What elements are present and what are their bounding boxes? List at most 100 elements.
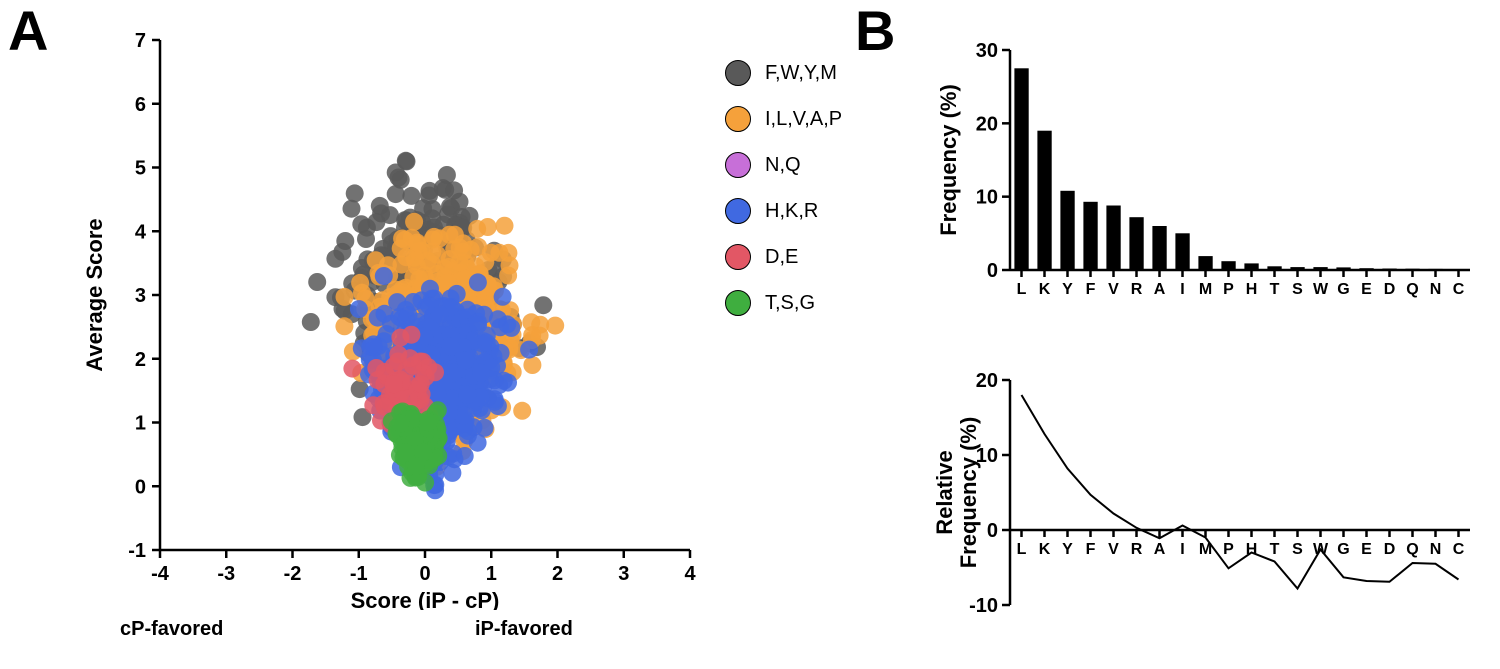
svg-text:Y: Y bbox=[1062, 281, 1073, 298]
svg-text:0: 0 bbox=[419, 563, 430, 585]
legend-label: D,E bbox=[765, 246, 798, 269]
svg-text:L: L bbox=[1017, 541, 1027, 558]
bar bbox=[1382, 269, 1396, 271]
legend-item: T,S,G bbox=[725, 290, 842, 316]
svg-text:S: S bbox=[1292, 281, 1303, 298]
svg-text:A: A bbox=[1154, 281, 1166, 298]
svg-text:Score (iP - cP): Score (iP - cP) bbox=[351, 588, 500, 610]
svg-text:V: V bbox=[1108, 541, 1119, 558]
panel-b-label: B bbox=[855, 0, 895, 63]
svg-text:K: K bbox=[1039, 281, 1051, 298]
bar bbox=[1290, 267, 1304, 270]
svg-text:F: F bbox=[1086, 281, 1096, 298]
svg-text:-1: -1 bbox=[350, 563, 368, 585]
bar bbox=[1428, 269, 1442, 270]
svg-text:K: K bbox=[1039, 541, 1051, 558]
svg-text:0: 0 bbox=[987, 260, 998, 282]
annotation-cp-favored: cP-favored bbox=[120, 618, 223, 641]
line-chart: -1001020RelativeFrequency (%)LKYFVRAIMPH… bbox=[930, 370, 1490, 660]
svg-text:1: 1 bbox=[135, 413, 146, 435]
svg-text:C: C bbox=[1453, 541, 1465, 558]
svg-text:6: 6 bbox=[135, 94, 146, 116]
bar bbox=[1037, 131, 1051, 270]
svg-text:D: D bbox=[1384, 541, 1396, 558]
svg-text:G: G bbox=[1337, 281, 1349, 298]
svg-text:0: 0 bbox=[987, 520, 998, 542]
legend-label: I,L,V,A,P bbox=[765, 108, 842, 131]
scatter-chart: -4-3-2-101234-101234567Score (iP - cP)Av… bbox=[70, 20, 720, 610]
svg-text:5: 5 bbox=[135, 158, 146, 180]
legend-label: N,Q bbox=[765, 154, 801, 177]
svg-text:P: P bbox=[1223, 541, 1234, 558]
svg-text:4: 4 bbox=[135, 221, 147, 243]
svg-text:20: 20 bbox=[976, 113, 998, 135]
bar bbox=[1198, 256, 1212, 270]
svg-text:R: R bbox=[1131, 281, 1143, 298]
svg-text:3: 3 bbox=[135, 285, 146, 307]
bar bbox=[1060, 191, 1074, 270]
svg-text:E: E bbox=[1361, 281, 1372, 298]
annotation-ip-favored: iP-favored bbox=[475, 618, 573, 641]
svg-text:N: N bbox=[1430, 541, 1442, 558]
svg-text:-1: -1 bbox=[128, 540, 146, 562]
svg-text:Frequency (%): Frequency (%) bbox=[956, 417, 981, 569]
bar bbox=[1405, 269, 1419, 270]
legend-label: F,W,Y,M bbox=[765, 62, 837, 85]
svg-text:H: H bbox=[1246, 281, 1258, 298]
svg-text:I: I bbox=[1180, 281, 1184, 298]
bar bbox=[1014, 68, 1028, 270]
svg-text:V: V bbox=[1108, 281, 1119, 298]
legend-item: I,L,V,A,P bbox=[725, 106, 842, 132]
svg-text:Frequency (%): Frequency (%) bbox=[936, 84, 961, 236]
svg-text:3: 3 bbox=[618, 563, 629, 585]
svg-text:F: F bbox=[1086, 541, 1096, 558]
line-series bbox=[1022, 395, 1459, 589]
svg-text:M: M bbox=[1199, 281, 1212, 298]
svg-text:T: T bbox=[1270, 281, 1280, 298]
bar bbox=[1152, 226, 1166, 270]
bar bbox=[1313, 267, 1327, 270]
bar bbox=[1244, 263, 1258, 270]
svg-text:I: I bbox=[1180, 541, 1184, 558]
legend-swatch bbox=[725, 290, 751, 316]
svg-text:T: T bbox=[1270, 541, 1280, 558]
svg-text:20: 20 bbox=[976, 370, 998, 392]
bar bbox=[1129, 217, 1143, 270]
svg-text:4: 4 bbox=[684, 563, 696, 585]
bar bbox=[1336, 267, 1350, 270]
svg-text:N: N bbox=[1430, 281, 1442, 298]
svg-text:Average Score: Average Score bbox=[82, 218, 107, 371]
svg-text:Y: Y bbox=[1062, 541, 1073, 558]
svg-text:D: D bbox=[1384, 281, 1396, 298]
legend-swatch bbox=[725, 60, 751, 86]
svg-text:-3: -3 bbox=[217, 563, 235, 585]
svg-text:2: 2 bbox=[552, 563, 563, 585]
legend-swatch bbox=[725, 106, 751, 132]
legend-label: H,K,R bbox=[765, 200, 818, 223]
svg-text:Q: Q bbox=[1406, 541, 1418, 558]
bar bbox=[1267, 266, 1281, 270]
svg-text:-2: -2 bbox=[284, 563, 302, 585]
svg-text:7: 7 bbox=[135, 30, 146, 52]
legend-label: T,S,G bbox=[765, 292, 815, 315]
panel-a-label: A bbox=[8, 0, 48, 63]
bar bbox=[1106, 206, 1120, 271]
svg-text:R: R bbox=[1131, 541, 1143, 558]
svg-text:2: 2 bbox=[135, 349, 146, 371]
legend-item: F,W,Y,M bbox=[725, 60, 842, 86]
svg-text:S: S bbox=[1292, 541, 1303, 558]
legend-item: N,Q bbox=[725, 152, 842, 178]
bar bbox=[1359, 268, 1373, 270]
svg-text:G: G bbox=[1337, 541, 1349, 558]
bar bbox=[1221, 261, 1235, 270]
svg-text:10: 10 bbox=[976, 187, 998, 209]
svg-text:E: E bbox=[1361, 541, 1372, 558]
legend-item: D,E bbox=[725, 244, 842, 270]
svg-text:P: P bbox=[1223, 281, 1234, 298]
svg-text:W: W bbox=[1313, 281, 1329, 298]
legend-item: H,K,R bbox=[725, 198, 842, 224]
svg-text:-10: -10 bbox=[969, 595, 998, 617]
legend: F,W,Y,M I,L,V,A,P N,Q H,K,R D,E T,S,G bbox=[725, 60, 842, 336]
svg-text:L: L bbox=[1017, 281, 1027, 298]
legend-swatch bbox=[725, 244, 751, 270]
